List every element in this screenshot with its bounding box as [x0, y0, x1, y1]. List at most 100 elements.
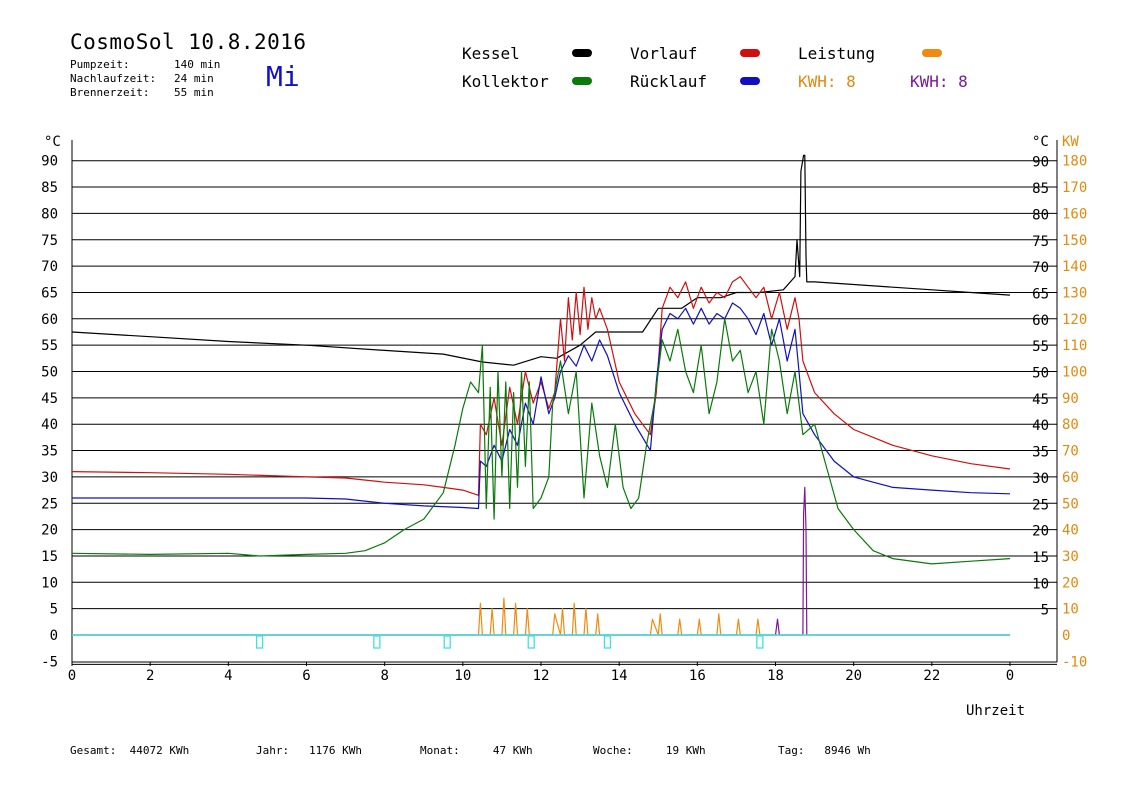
legend-vorlauf-swatch: [740, 49, 760, 57]
info-row-pumpzeit: Pumpzeit: 140 min: [70, 58, 221, 71]
x-tick: 14: [611, 668, 628, 684]
y-tick-left: 30: [41, 470, 58, 486]
pump-marker: [373, 635, 381, 649]
y-tick-right-kw: 110: [1062, 338, 1087, 354]
y-tick-left: 75: [41, 233, 58, 249]
y-tick-left: 15: [41, 549, 58, 565]
series-kwh: [72, 486, 1010, 636]
y-tick-right-kw: 130: [1062, 285, 1087, 301]
footer-tag: Tag: 8946 Wh: [778, 744, 871, 757]
x-tick: 20: [845, 668, 862, 684]
y-unit-right-c: °C: [1032, 134, 1049, 150]
series-r-cklauf: [72, 302, 1011, 510]
x-tick: 18: [767, 668, 784, 684]
y-tick-left: 5: [50, 602, 58, 618]
y-tick-right-c: 20: [1032, 524, 1049, 540]
chart-title: CosmoSol 10.8.2016: [70, 30, 307, 54]
legend-leistung-label: Leistung: [798, 44, 876, 63]
x-tick: 6: [302, 668, 310, 684]
legend-kessel-label: Kessel: [462, 44, 520, 63]
footer-woche: Woche: 19 KWh: [593, 744, 706, 757]
y-tick-right-kw: 50: [1062, 496, 1079, 512]
y-tick-right-kw: 20: [1062, 575, 1079, 591]
y-tick-left: 40: [41, 417, 58, 433]
y-tick-left: 50: [41, 365, 58, 381]
y-tick-right-kw: 100: [1062, 365, 1087, 381]
x-tick: 16: [689, 668, 706, 684]
y-tick-right-kw: 80: [1062, 417, 1079, 433]
y-tick-right-kw: 0: [1062, 628, 1070, 644]
y-tick-right-kw: 120: [1062, 312, 1087, 328]
pump-marker: [603, 635, 612, 649]
info-block: Pumpzeit: 140 min Nachlaufzeit: 24 min Bre…: [70, 58, 220, 100]
y-tick-right-kw: 30: [1062, 549, 1079, 565]
y-tick-right-c: 50: [1032, 366, 1049, 382]
y-tick-right-c: 60: [1032, 313, 1049, 329]
y-unit-left: °C: [44, 134, 61, 150]
legend-ruecklauf-swatch: [740, 77, 760, 85]
y-tick-right-c: 75: [1032, 234, 1049, 250]
y-tick-right-c: 45: [1032, 392, 1049, 408]
footer-jahr: Jahr: 1176 KWh: [256, 744, 362, 757]
y-tick-right-kw: 60: [1062, 470, 1079, 486]
x-tick: 8: [380, 668, 388, 684]
legend-leistung-swatch: [922, 49, 942, 57]
pump-marker: [255, 635, 264, 649]
y-tick-left: 20: [41, 523, 58, 539]
y-tick-right-kw: 180: [1062, 154, 1087, 170]
legend-kollektor-swatch: [572, 77, 592, 85]
y-tick-right-c: 5: [1041, 603, 1049, 619]
y-tick-left: 80: [41, 206, 58, 222]
legend-kwh-purple: KWH: 8: [910, 72, 968, 91]
y-tick-left: 25: [41, 496, 58, 512]
info-row-nachlaufzeit: Nachlaufzeit: 24 min: [70, 72, 214, 85]
y-tick-left: 10: [41, 575, 58, 591]
y-tick-right-kw: 160: [1062, 206, 1087, 222]
x-tick: 4: [224, 668, 232, 684]
y-tick-right-c: 40: [1032, 418, 1049, 434]
y-tick-left: 60: [41, 312, 58, 328]
y-tick-right-c: 65: [1032, 286, 1049, 302]
y-tick-right-kw: 140: [1062, 259, 1087, 275]
y-unit-right-kw: KW: [1062, 134, 1079, 150]
y-tick-left: 90: [41, 154, 58, 170]
series-kollektor: [71, 318, 1011, 565]
y-tick-left: 35: [41, 444, 58, 460]
pump-marker: [527, 635, 535, 649]
y-tick-right-c: 90: [1032, 155, 1049, 171]
info-row-brennerzeit: Brennerzeit: 55 min: [70, 86, 214, 99]
x-tick: 10: [454, 668, 471, 684]
x-tick: 2: [146, 668, 154, 684]
y-tick-right-kw: 150: [1062, 233, 1087, 249]
y-tick-left: -5: [41, 654, 58, 670]
legend-kollektor-label: Kollektor: [462, 72, 549, 91]
footer-gesamt: Gesamt: 44072 KWh: [70, 744, 190, 757]
y-tick-right-c: 70: [1032, 260, 1049, 276]
y-tick-left: 85: [41, 180, 58, 196]
weekday-label: Mi: [266, 60, 300, 93]
y-tick-right-c: 10: [1032, 576, 1049, 592]
x-tick: 0: [68, 668, 76, 684]
y-tick-left: 65: [41, 285, 58, 301]
y-tick-right-c: 85: [1032, 181, 1049, 197]
y-tick-right-kw: 70: [1062, 444, 1079, 460]
x-tick: 0: [1006, 668, 1014, 684]
y-tick-right-c: 15: [1032, 550, 1049, 566]
legend-ruecklauf-label: Rücklauf: [630, 72, 708, 91]
x-axis-label: Uhrzeit: [966, 703, 1025, 719]
series-vorlauf: [71, 276, 1011, 496]
y-tick-right-c: 35: [1032, 445, 1049, 461]
x-tick: 12: [533, 668, 550, 684]
y-tick-right-c: 30: [1032, 471, 1049, 487]
y-tick-right-kw: 90: [1062, 391, 1079, 407]
y-tick-right-kw: 10: [1062, 602, 1079, 618]
y-tick-right-kw: -10: [1062, 654, 1087, 670]
y-tick-right-kw: 170: [1062, 180, 1087, 196]
legend-kwh-orange: KWH: 8: [798, 72, 856, 91]
pump-marker: [756, 635, 764, 649]
y-tick-right-kw: 40: [1062, 523, 1079, 539]
y-tick-left: 45: [41, 391, 58, 407]
legend-kessel-swatch: [572, 49, 592, 57]
y-tick-right-c: 25: [1032, 497, 1049, 513]
